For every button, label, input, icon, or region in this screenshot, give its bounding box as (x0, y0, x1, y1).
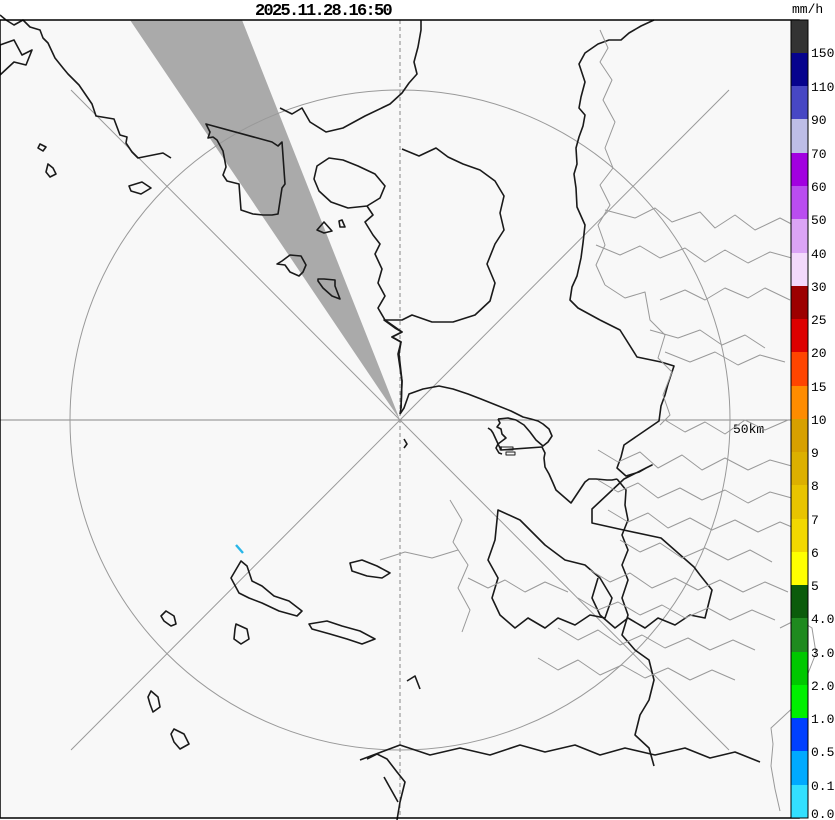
svg-text:60: 60 (811, 180, 827, 195)
svg-text:0.5: 0.5 (811, 745, 834, 760)
svg-text:0.1: 0.1 (811, 779, 835, 794)
svg-text:0.0: 0.0 (811, 807, 834, 820)
svg-text:10: 10 (811, 413, 827, 428)
svg-text:20: 20 (811, 346, 827, 361)
svg-text:mm/h: mm/h (792, 2, 823, 17)
svg-text:150: 150 (811, 46, 834, 61)
svg-text:2.0: 2.0 (811, 679, 834, 694)
svg-text:25: 25 (811, 313, 827, 328)
svg-text:6: 6 (811, 546, 819, 561)
svg-text:70: 70 (811, 147, 827, 162)
svg-text:40: 40 (811, 247, 827, 262)
svg-text:4.0: 4.0 (811, 612, 834, 627)
svg-text:3.0: 3.0 (811, 646, 834, 661)
svg-text:7: 7 (811, 513, 819, 528)
svg-text:110: 110 (811, 80, 834, 95)
svg-text:5: 5 (811, 579, 819, 594)
svg-text:50km: 50km (733, 422, 764, 437)
svg-text:9: 9 (811, 446, 819, 461)
svg-text:1.0: 1.0 (811, 712, 834, 727)
svg-text:8: 8 (811, 479, 819, 494)
svg-text:90: 90 (811, 113, 827, 128)
svg-text:30: 30 (811, 280, 827, 295)
svg-text:50: 50 (811, 213, 827, 228)
svg-text:15: 15 (811, 380, 827, 395)
